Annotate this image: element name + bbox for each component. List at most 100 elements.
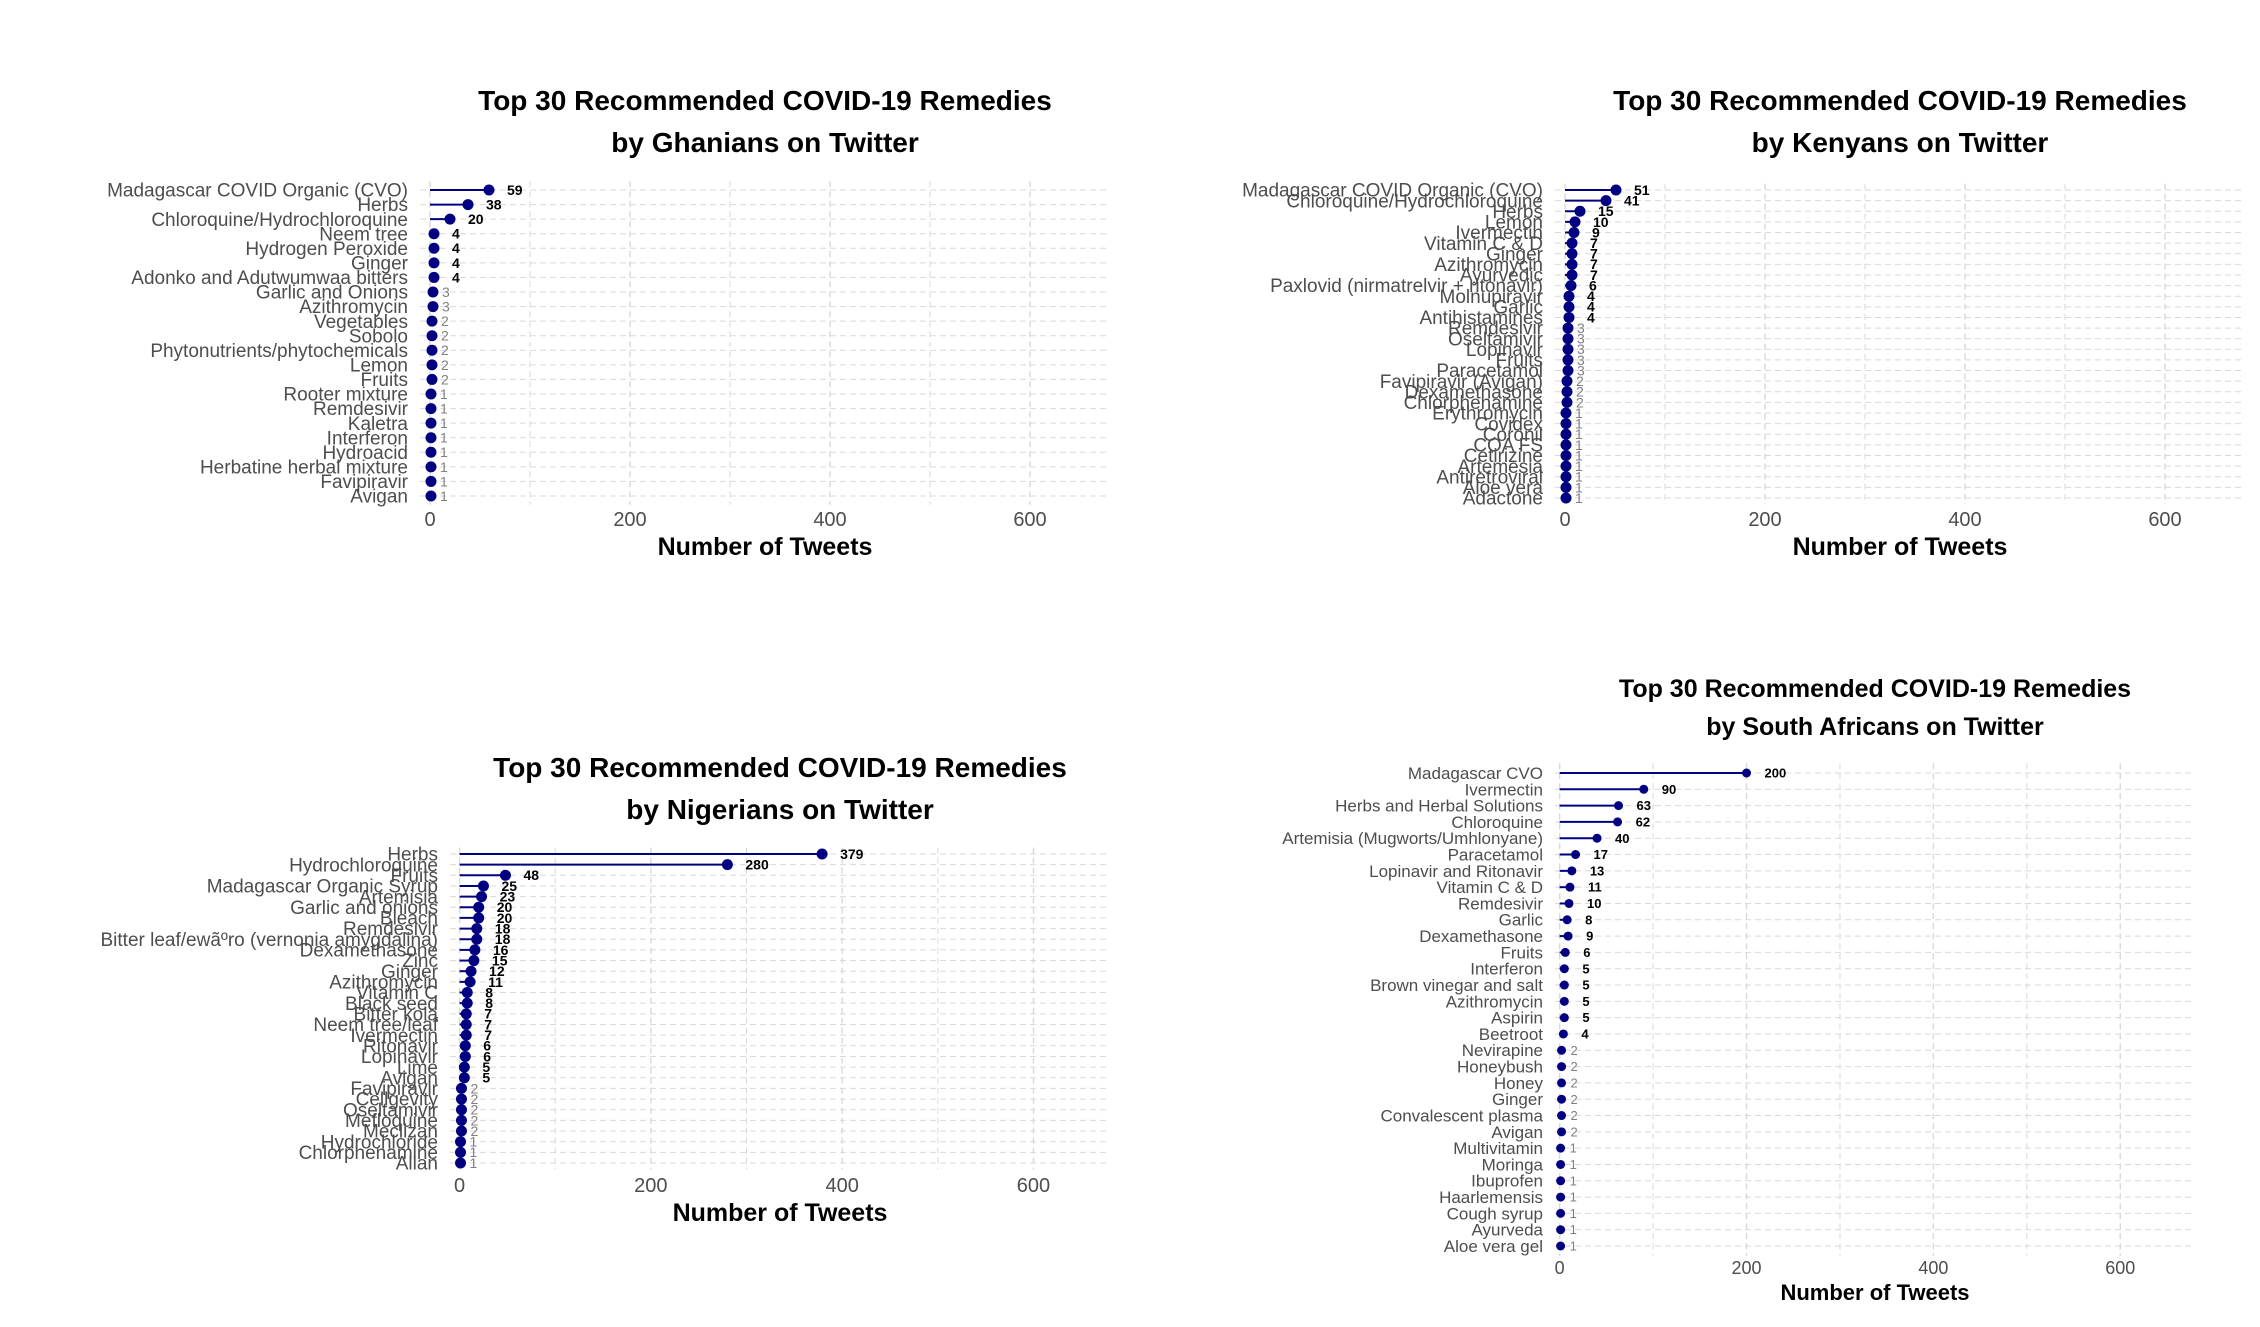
category-label: Bitter kola — [354, 1004, 439, 1025]
category-label: Molnupiravir — [1440, 287, 1544, 308]
data-point — [426, 330, 438, 342]
x-tick-label: 600 — [2105, 1258, 2135, 1278]
data-point — [458, 1061, 470, 1073]
value-label: 12 — [489, 963, 505, 979]
category-label: Dexamethasone — [1419, 927, 1543, 946]
data-point — [426, 315, 438, 327]
category-label: Kaletra — [348, 414, 409, 435]
category-label: Beetroot — [1479, 1025, 1544, 1044]
category-label: Madagascar CVO — [1408, 764, 1543, 783]
x-tick-label: 400 — [813, 509, 846, 531]
category-label: Cetirizine — [1464, 446, 1543, 467]
data-point — [499, 869, 511, 881]
data-point — [1557, 1045, 1567, 1055]
category-label: Allan — [396, 1154, 438, 1175]
data-point — [1556, 1176, 1566, 1186]
value-label: 2 — [1576, 384, 1584, 400]
chart-subtitle: by Ghanians on Twitter — [611, 127, 919, 158]
x-tick-label: 0 — [454, 1175, 465, 1197]
chart-panel-1: Top 30 Recommended COVID-19 Remedies by G… — [107, 85, 1110, 561]
value-label: 1 — [1570, 1141, 1577, 1156]
value-label: 4 — [1587, 299, 1595, 315]
data-point — [816, 848, 828, 860]
chart-title: Top 30 Recommended COVID-19 Remedies — [493, 752, 1067, 783]
category-label: Avigan — [380, 1068, 438, 1089]
category-label: Madagascar Organic Syrup — [207, 877, 438, 898]
data-point — [455, 1136, 467, 1148]
data-point — [425, 461, 437, 473]
value-label: 1 — [1575, 447, 1583, 463]
data-point — [476, 891, 488, 903]
data-point — [427, 301, 439, 313]
value-label: 2 — [470, 1102, 478, 1118]
category-label: Covidex — [1474, 414, 1543, 435]
value-label: 1 — [1570, 1173, 1577, 1188]
value-label: 1 — [440, 400, 448, 416]
value-label: 4 — [1587, 309, 1595, 325]
data-point — [1564, 898, 1574, 908]
category-label: Haarlemensis — [1439, 1188, 1543, 1207]
category-label: Dexamethasone — [300, 941, 438, 962]
value-label: 2 — [1571, 1059, 1578, 1074]
data-point — [1559, 980, 1569, 990]
value-label: 9 — [1586, 929, 1593, 944]
data-point — [1563, 290, 1575, 302]
data-point — [1565, 882, 1575, 892]
data-point — [1562, 343, 1574, 355]
category-label: Fruits — [1501, 943, 1544, 962]
value-label: 18 — [495, 920, 511, 936]
value-label: 17 — [1594, 847, 1608, 862]
data-point — [1562, 915, 1572, 925]
data-point — [1592, 833, 1602, 843]
value-label: 7 — [484, 1027, 492, 1043]
value-label: 2 — [470, 1080, 478, 1096]
value-label: 6 — [483, 1048, 491, 1064]
category-label: Madagascar COVID Organic (CVO) — [1242, 181, 1543, 202]
category-label: Neem tree — [319, 224, 408, 245]
category-label: Aloe vera — [1463, 478, 1544, 499]
category-label: Meclizan — [363, 1122, 438, 1143]
value-label: 8 — [1585, 912, 1592, 927]
category-label: Fruits — [1496, 351, 1544, 372]
data-point — [1565, 280, 1577, 292]
value-label: 40 — [1615, 831, 1629, 846]
value-label: 1 — [440, 386, 448, 402]
data-point — [464, 976, 476, 988]
x-tick-label: 600 — [1017, 1175, 1050, 1197]
category-label: Madagascar COVID Organic (CVO) — [107, 181, 408, 202]
data-point — [1557, 1127, 1567, 1137]
category-label: Sobolo — [349, 326, 408, 347]
value-label: 2 — [441, 313, 449, 329]
value-label: 3 — [442, 298, 450, 314]
category-label: Antiretroviral — [1436, 467, 1543, 488]
category-label: Bleach — [380, 909, 438, 930]
category-label: Remdesivir — [343, 919, 439, 940]
data-point — [1561, 386, 1573, 398]
value-label: 2 — [441, 371, 449, 387]
data-point — [1600, 195, 1612, 207]
category-label: Hydrochloride — [321, 1132, 438, 1153]
value-label: 23 — [500, 889, 516, 905]
category-label: Lemon — [350, 356, 408, 377]
data-point — [471, 933, 483, 945]
category-label: Nevirapine — [1462, 1041, 1543, 1060]
data-point — [459, 1040, 471, 1052]
category-label: Remdesivir — [1458, 894, 1543, 913]
value-label: 3 — [1577, 331, 1585, 347]
category-label: Herbatine herbal mixture — [200, 458, 408, 479]
category-label: Herbs and Herbal Solutions — [1335, 797, 1543, 816]
category-label: Artemisia (Mugworts/Umhlonyane) — [1282, 829, 1543, 848]
category-label: Hydroacid — [322, 443, 408, 464]
value-label: 90 — [1662, 782, 1676, 797]
category-label: Favipiravir (Avigan) — [1380, 372, 1543, 393]
value-label: 1 — [1575, 490, 1583, 506]
data-point — [721, 859, 733, 871]
data-point — [1562, 322, 1574, 334]
data-point — [1567, 866, 1577, 876]
data-point — [469, 944, 481, 956]
x-tick-label: 400 — [1948, 509, 1981, 531]
category-label: Ivermectin — [1465, 780, 1543, 799]
value-label: 200 — [1765, 766, 1787, 781]
category-label: Hydrochloroquine — [289, 855, 438, 876]
category-label: Erythromycin — [1432, 404, 1543, 425]
